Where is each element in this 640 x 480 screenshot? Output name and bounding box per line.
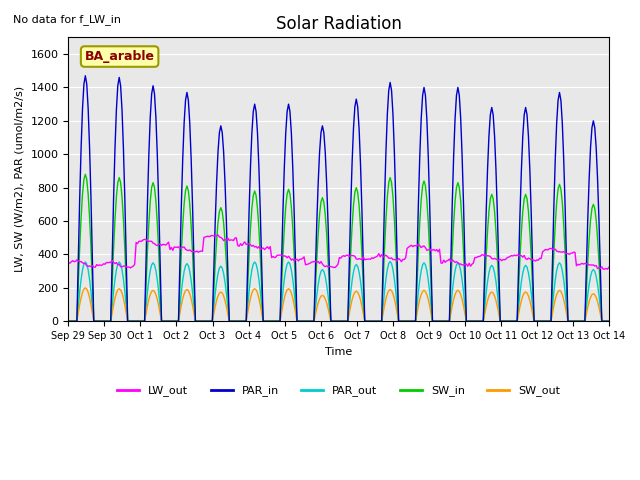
Y-axis label: LW, SW (W/m2), PAR (umol/m2/s): LW, SW (W/m2), PAR (umol/m2/s) xyxy=(15,86,25,272)
Title: Solar Radiation: Solar Radiation xyxy=(276,15,401,33)
Text: BA_arable: BA_arable xyxy=(84,50,155,63)
X-axis label: Time: Time xyxy=(325,347,352,357)
Legend: LW_out, PAR_in, PAR_out, SW_in, SW_out: LW_out, PAR_in, PAR_out, SW_in, SW_out xyxy=(113,381,564,401)
Text: No data for f_LW_in: No data for f_LW_in xyxy=(13,14,121,25)
